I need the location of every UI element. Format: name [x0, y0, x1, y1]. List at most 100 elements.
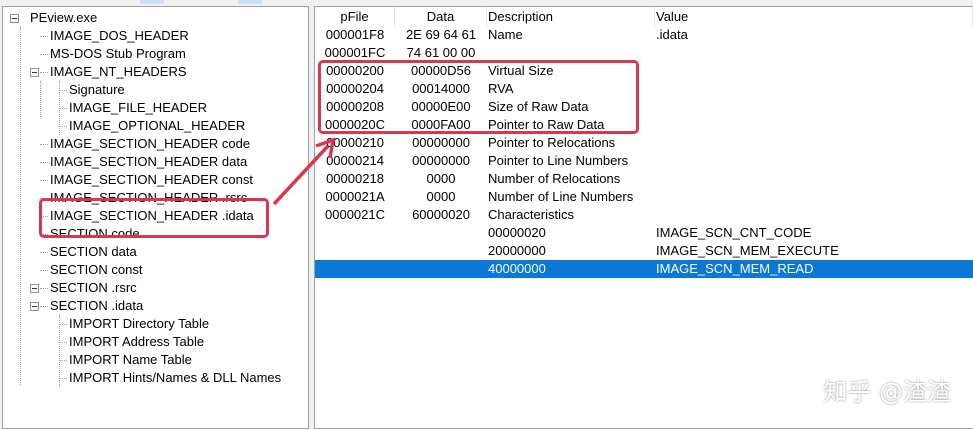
- tree-connector: [59, 126, 67, 127]
- collapse-icon[interactable]: [30, 284, 39, 293]
- pfile-cell: 0000020C: [325, 117, 385, 132]
- tree-connector: [59, 108, 67, 109]
- tree-connector: [40, 306, 48, 307]
- tree-item[interactable]: IMAGE_FILE_HEADER: [69, 100, 207, 115]
- toolbar-strip: [0, 0, 973, 6]
- tree-item[interactable]: IMPORT Directory Table: [69, 316, 210, 331]
- description-cell: Name: [488, 27, 523, 42]
- pfile-cell: 00000208: [326, 99, 384, 114]
- table-row[interactable]: 0000020C 0000FA00 Pointer to Raw Data: [315, 116, 973, 134]
- data-cell: 00000000: [412, 153, 470, 168]
- tree-item[interactable]: IMPORT Hints/Names & DLL Names: [69, 370, 282, 385]
- value-cell: IMAGE_SCN_MEM_READ: [656, 261, 814, 276]
- description-cell: Pointer to Raw Data: [488, 117, 605, 132]
- tree-item[interactable]: IMAGE_SECTION_HEADER data: [50, 154, 248, 169]
- column-header-description[interactable]: Description: [487, 7, 655, 27]
- tree-item[interactable]: SECTION data: [50, 244, 137, 259]
- annotation-box-idata: [39, 198, 269, 238]
- column-header-data[interactable]: Data: [395, 7, 487, 27]
- tree-connector: [59, 360, 67, 361]
- tree-item[interactable]: SECTION .idata: [50, 298, 144, 313]
- tree-item[interactable]: IMAGE_NT_HEADERS: [50, 64, 187, 79]
- value-cell: .idata: [656, 27, 688, 42]
- description-cell: RVA: [488, 81, 514, 96]
- table-row[interactable]: 00000020 IMAGE_SCN_CNT_CODE: [315, 224, 973, 242]
- value-cell: IMAGE_SCN_CNT_CODE: [656, 225, 812, 240]
- table-row[interactable]: 00000208 00000E00 Size of Raw Data: [315, 98, 973, 116]
- tree-connector: [40, 216, 48, 217]
- tree-connector: [59, 324, 67, 325]
- table-row[interactable]: 00000210 00000000 Pointer to Relocations: [315, 134, 973, 152]
- pfile-cell: 000001FC: [324, 45, 386, 60]
- data-cell: 00000E00: [411, 99, 471, 114]
- tree-item[interactable]: IMAGE_OPTIONAL_HEADER: [69, 118, 246, 133]
- tree-item[interactable]: SECTION .rsrc: [50, 280, 137, 295]
- table-row[interactable]: 00000204 00014000 RVA: [315, 80, 973, 98]
- tree-item[interactable]: Signature: [69, 82, 125, 97]
- pfile-cell: 00000200: [326, 63, 384, 78]
- description-cell: 20000000: [488, 243, 546, 258]
- toolbar-button[interactable]: [140, 0, 164, 4]
- pfile-cell: 0000021A: [325, 189, 385, 204]
- tree-connector: [40, 288, 48, 289]
- table-row[interactable]: 00000218 0000 Number of Relocations: [315, 170, 973, 188]
- tree-connector: [40, 270, 48, 271]
- description-cell: Characteristics: [488, 207, 574, 222]
- table-row[interactable]: 000001F8 2E 69 64 61 Name .idata: [315, 26, 973, 44]
- table-row[interactable]: 00000200 00000D56 Virtual Size: [315, 62, 973, 80]
- pfile-cell: 00000204: [326, 81, 384, 96]
- tree-item[interactable]: PEview.exe: [30, 10, 98, 25]
- tree-item[interactable]: SECTION const: [50, 262, 143, 277]
- data-cell: 60000020: [412, 207, 470, 222]
- tree-connector: [40, 234, 48, 235]
- table-row[interactable]: 00000214 00000000 Pointer to Line Numbers: [315, 152, 973, 170]
- tree-connector: [40, 180, 48, 181]
- column-header-pfile[interactable]: pFile: [315, 7, 395, 27]
- data-cell: 00014000: [412, 81, 470, 96]
- tree-connector: [59, 378, 67, 379]
- watermark: 知乎 @渣渣: [823, 378, 951, 406]
- description-cell: 40000000: [488, 261, 546, 276]
- tree-item[interactable]: IMPORT Name Table: [69, 352, 192, 367]
- tree-connector: [40, 144, 48, 145]
- tree-connector: [40, 162, 48, 163]
- table-row[interactable]: 0000021A 0000 Number of Line Numbers: [315, 188, 973, 206]
- table-row[interactable]: 0000021C 60000020 Characteristics: [315, 206, 973, 224]
- table-row[interactable]: 20000000 IMAGE_SCN_MEM_EXECUTE: [315, 242, 973, 260]
- tree-guide: [59, 81, 60, 135]
- description-cell: Size of Raw Data: [488, 99, 589, 114]
- tree-guide: [59, 315, 60, 387]
- tree-item[interactable]: IMAGE_SECTION_HEADER const: [50, 172, 253, 187]
- table-row[interactable]: 000001FC 74 61 00 00: [315, 44, 973, 62]
- tree-item[interactable]: IMAGE_SECTION_HEADER .idata: [50, 208, 254, 223]
- data-cell: 00000D56: [411, 63, 471, 78]
- tree-item[interactable]: IMAGE_SECTION_HEADER .rsrc: [50, 190, 248, 205]
- description-cell: Pointer to Line Numbers: [488, 153, 629, 168]
- tree-guide: [40, 81, 41, 117]
- data-cell: 0000: [426, 171, 456, 186]
- tree-connector: [40, 36, 48, 37]
- tree-view[interactable]: PEview.exe IMAGE_DOS_HEADER MS-DOS Stub Pr…: [2, 6, 309, 429]
- detail-list[interactable]: pFile Data Description Value 000001F8 2E 69 6…: [314, 6, 973, 429]
- description-cell: Number of Line Numbers: [488, 189, 634, 204]
- data-cell: 0000: [426, 189, 456, 204]
- collapse-icon[interactable]: [30, 302, 39, 311]
- collapse-icon[interactable]: [30, 68, 39, 77]
- data-cell: 00000000: [412, 135, 470, 150]
- tree-item[interactable]: MS-DOS Stub Program: [50, 46, 186, 61]
- tree-connector: [40, 252, 48, 253]
- tree-connector: [40, 72, 48, 73]
- table-row[interactable]: 40000000 IMAGE_SCN_MEM_READ: [315, 260, 973, 278]
- description-cell: Pointer to Relocations: [488, 135, 616, 150]
- data-cell: 0000FA00: [411, 117, 471, 132]
- annotation-box-fields: [318, 60, 639, 134]
- description-cell: Number of Relocations: [488, 171, 621, 186]
- tree-item[interactable]: IMAGE_SECTION_HEADER code: [50, 136, 251, 151]
- description-cell: Virtual Size: [488, 63, 554, 78]
- tree-item[interactable]: IMPORT Address Table: [69, 334, 205, 349]
- description-cell: 00000020: [488, 225, 546, 240]
- tree-connector: [59, 90, 67, 91]
- toolbar-button[interactable]: [238, 0, 262, 4]
- tree-item[interactable]: IMAGE_DOS_HEADER: [50, 28, 189, 43]
- collapse-icon[interactable]: [10, 14, 19, 23]
